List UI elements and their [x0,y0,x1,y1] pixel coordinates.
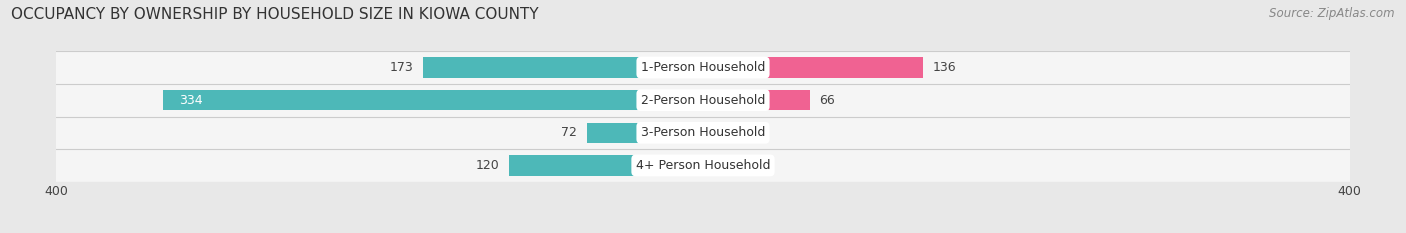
Bar [56,116,1350,149]
Bar [703,123,727,143]
Text: Source: ZipAtlas.com: Source: ZipAtlas.com [1270,7,1395,20]
Bar [56,51,1350,84]
Text: 120: 120 [475,159,499,172]
Bar [163,90,703,110]
Text: 11: 11 [731,159,747,172]
Text: 72: 72 [561,126,576,139]
Text: 66: 66 [820,94,835,107]
Text: OCCUPANCY BY OWNERSHIP BY HOUSEHOLD SIZE IN KIOWA COUNTY: OCCUPANCY BY OWNERSHIP BY HOUSEHOLD SIZE… [11,7,538,22]
Bar [423,58,703,78]
Text: 334: 334 [179,94,202,107]
Text: 3-Person Household: 3-Person Household [641,126,765,139]
Bar [703,58,922,78]
Text: 1-Person Household: 1-Person Household [641,61,765,74]
Bar [703,90,810,110]
Bar [56,84,1350,116]
Text: 4+ Person Household: 4+ Person Household [636,159,770,172]
Bar [703,155,721,175]
Bar [509,155,703,175]
Bar [56,149,1350,182]
Text: 2-Person Household: 2-Person Household [641,94,765,107]
Bar [586,123,703,143]
Text: 136: 136 [932,61,956,74]
Text: 173: 173 [389,61,413,74]
Text: 15: 15 [737,126,752,139]
